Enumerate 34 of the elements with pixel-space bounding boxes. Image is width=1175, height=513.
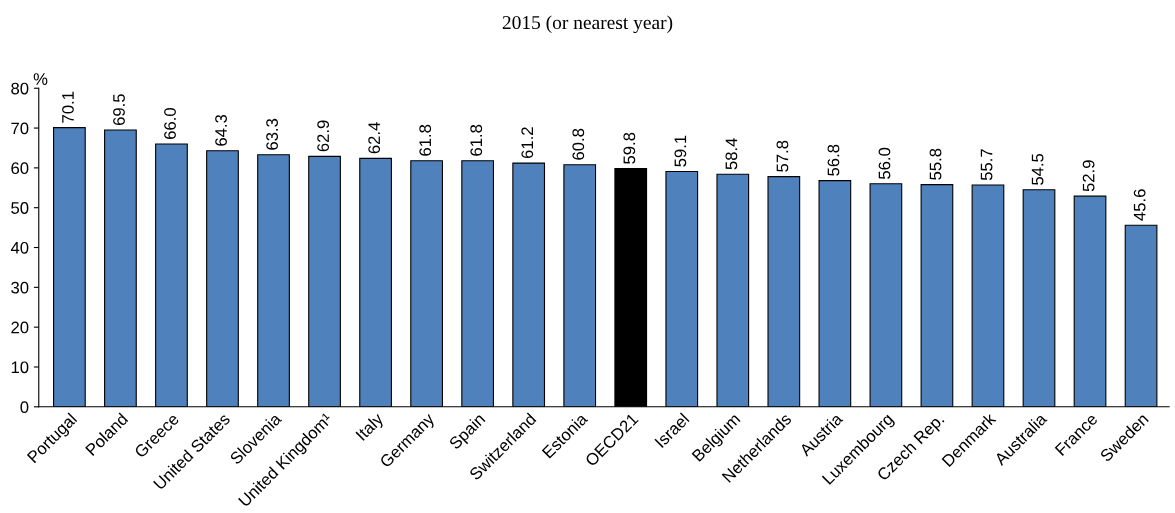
data-label: 62.9 bbox=[317, 120, 330, 152]
data-label: 61.8 bbox=[470, 124, 483, 156]
data-label: 64.3 bbox=[215, 114, 227, 146]
y-axis-title: % bbox=[33, 73, 48, 85]
data-label: 59.8 bbox=[623, 132, 636, 164]
y-tick-label: 50 bbox=[11, 202, 29, 214]
data-label: 60.8 bbox=[572, 128, 585, 160]
data-label: 70.1 bbox=[62, 91, 74, 123]
data-label: 56.8 bbox=[827, 144, 840, 176]
y-tick-label: 80 bbox=[11, 82, 29, 95]
data-label: 52.9 bbox=[1082, 160, 1095, 192]
data-label: 58.4 bbox=[725, 138, 738, 170]
y-tick-label: 40 bbox=[10, 241, 29, 254]
data-label: 61.8 bbox=[419, 124, 432, 156]
data-label: 56.0 bbox=[878, 147, 891, 179]
y-tick-label: 70 bbox=[11, 122, 29, 135]
data-label: 61.2 bbox=[521, 127, 534, 159]
y-tick-label: 20 bbox=[11, 321, 29, 334]
y-tick-label: 30 bbox=[11, 281, 29, 294]
data-label: 63.3 bbox=[266, 118, 278, 150]
y-tick-label: 10 bbox=[11, 361, 29, 374]
data-label: 45.6 bbox=[1133, 189, 1146, 221]
chart-title: 2015 (or nearest year) bbox=[502, 15, 673, 34]
data-label: 55.8 bbox=[929, 148, 942, 180]
y-tick-label: 60 bbox=[11, 162, 29, 175]
data-label: 57.8 bbox=[776, 140, 789, 172]
data-label: 69.5 bbox=[113, 94, 125, 126]
data-label: 54.5 bbox=[1031, 153, 1044, 185]
data-label: 66.0 bbox=[164, 108, 176, 139]
data-label: 59.1 bbox=[674, 135, 687, 167]
data-label: 62.4 bbox=[368, 122, 381, 154]
y-tick-label: 0 bbox=[20, 401, 29, 414]
data-label: 55.7 bbox=[980, 149, 993, 181]
x-tick-label: Italy bbox=[355, 411, 387, 444]
